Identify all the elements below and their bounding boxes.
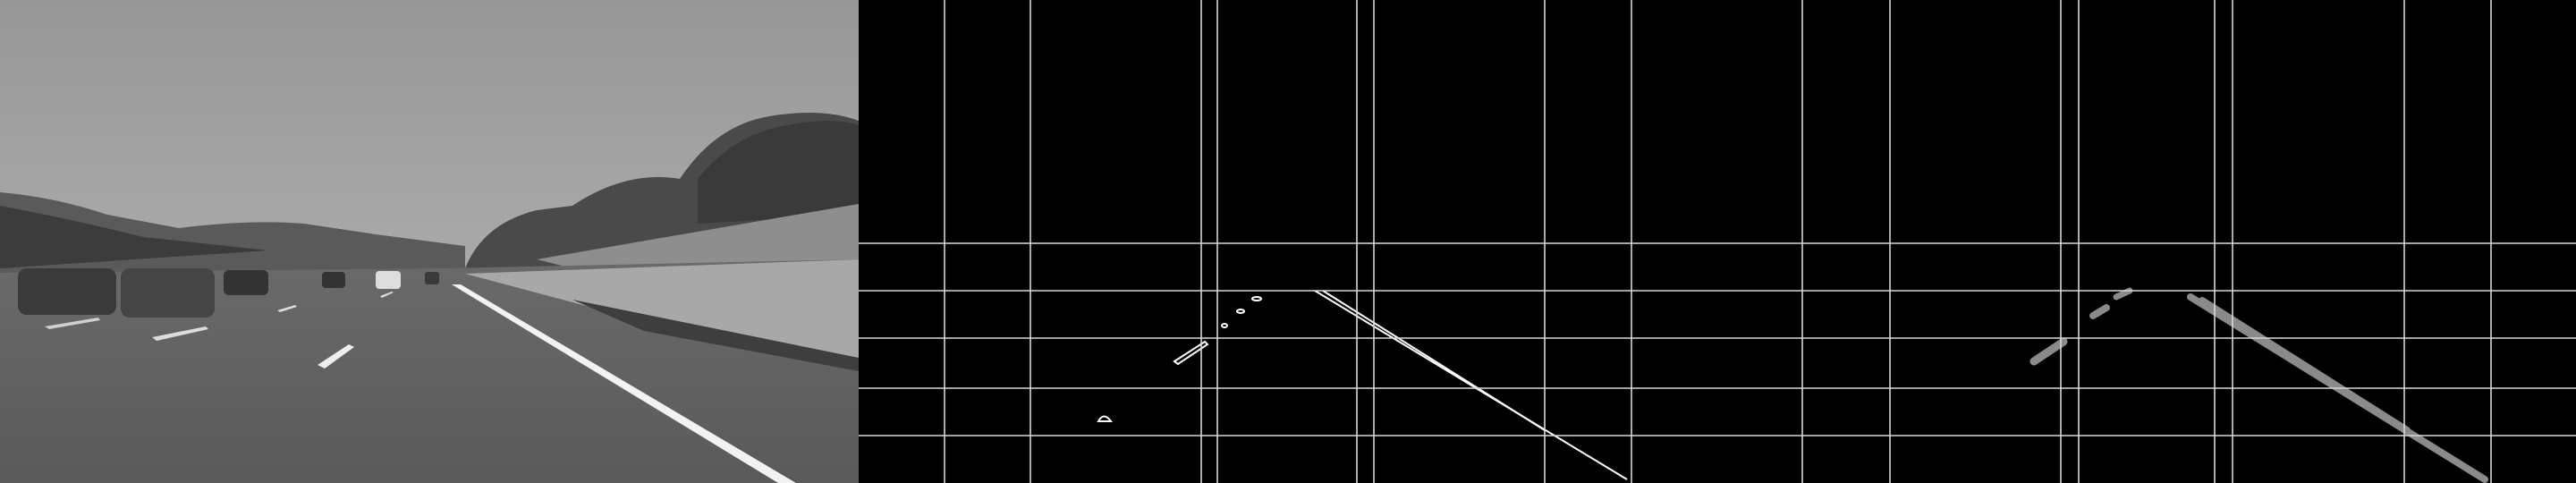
- grayscale-frame: [0, 0, 859, 483]
- line-frame: [1717, 0, 2576, 483]
- edge-frame: [859, 0, 1717, 483]
- grid-overlay: [859, 0, 2576, 483]
